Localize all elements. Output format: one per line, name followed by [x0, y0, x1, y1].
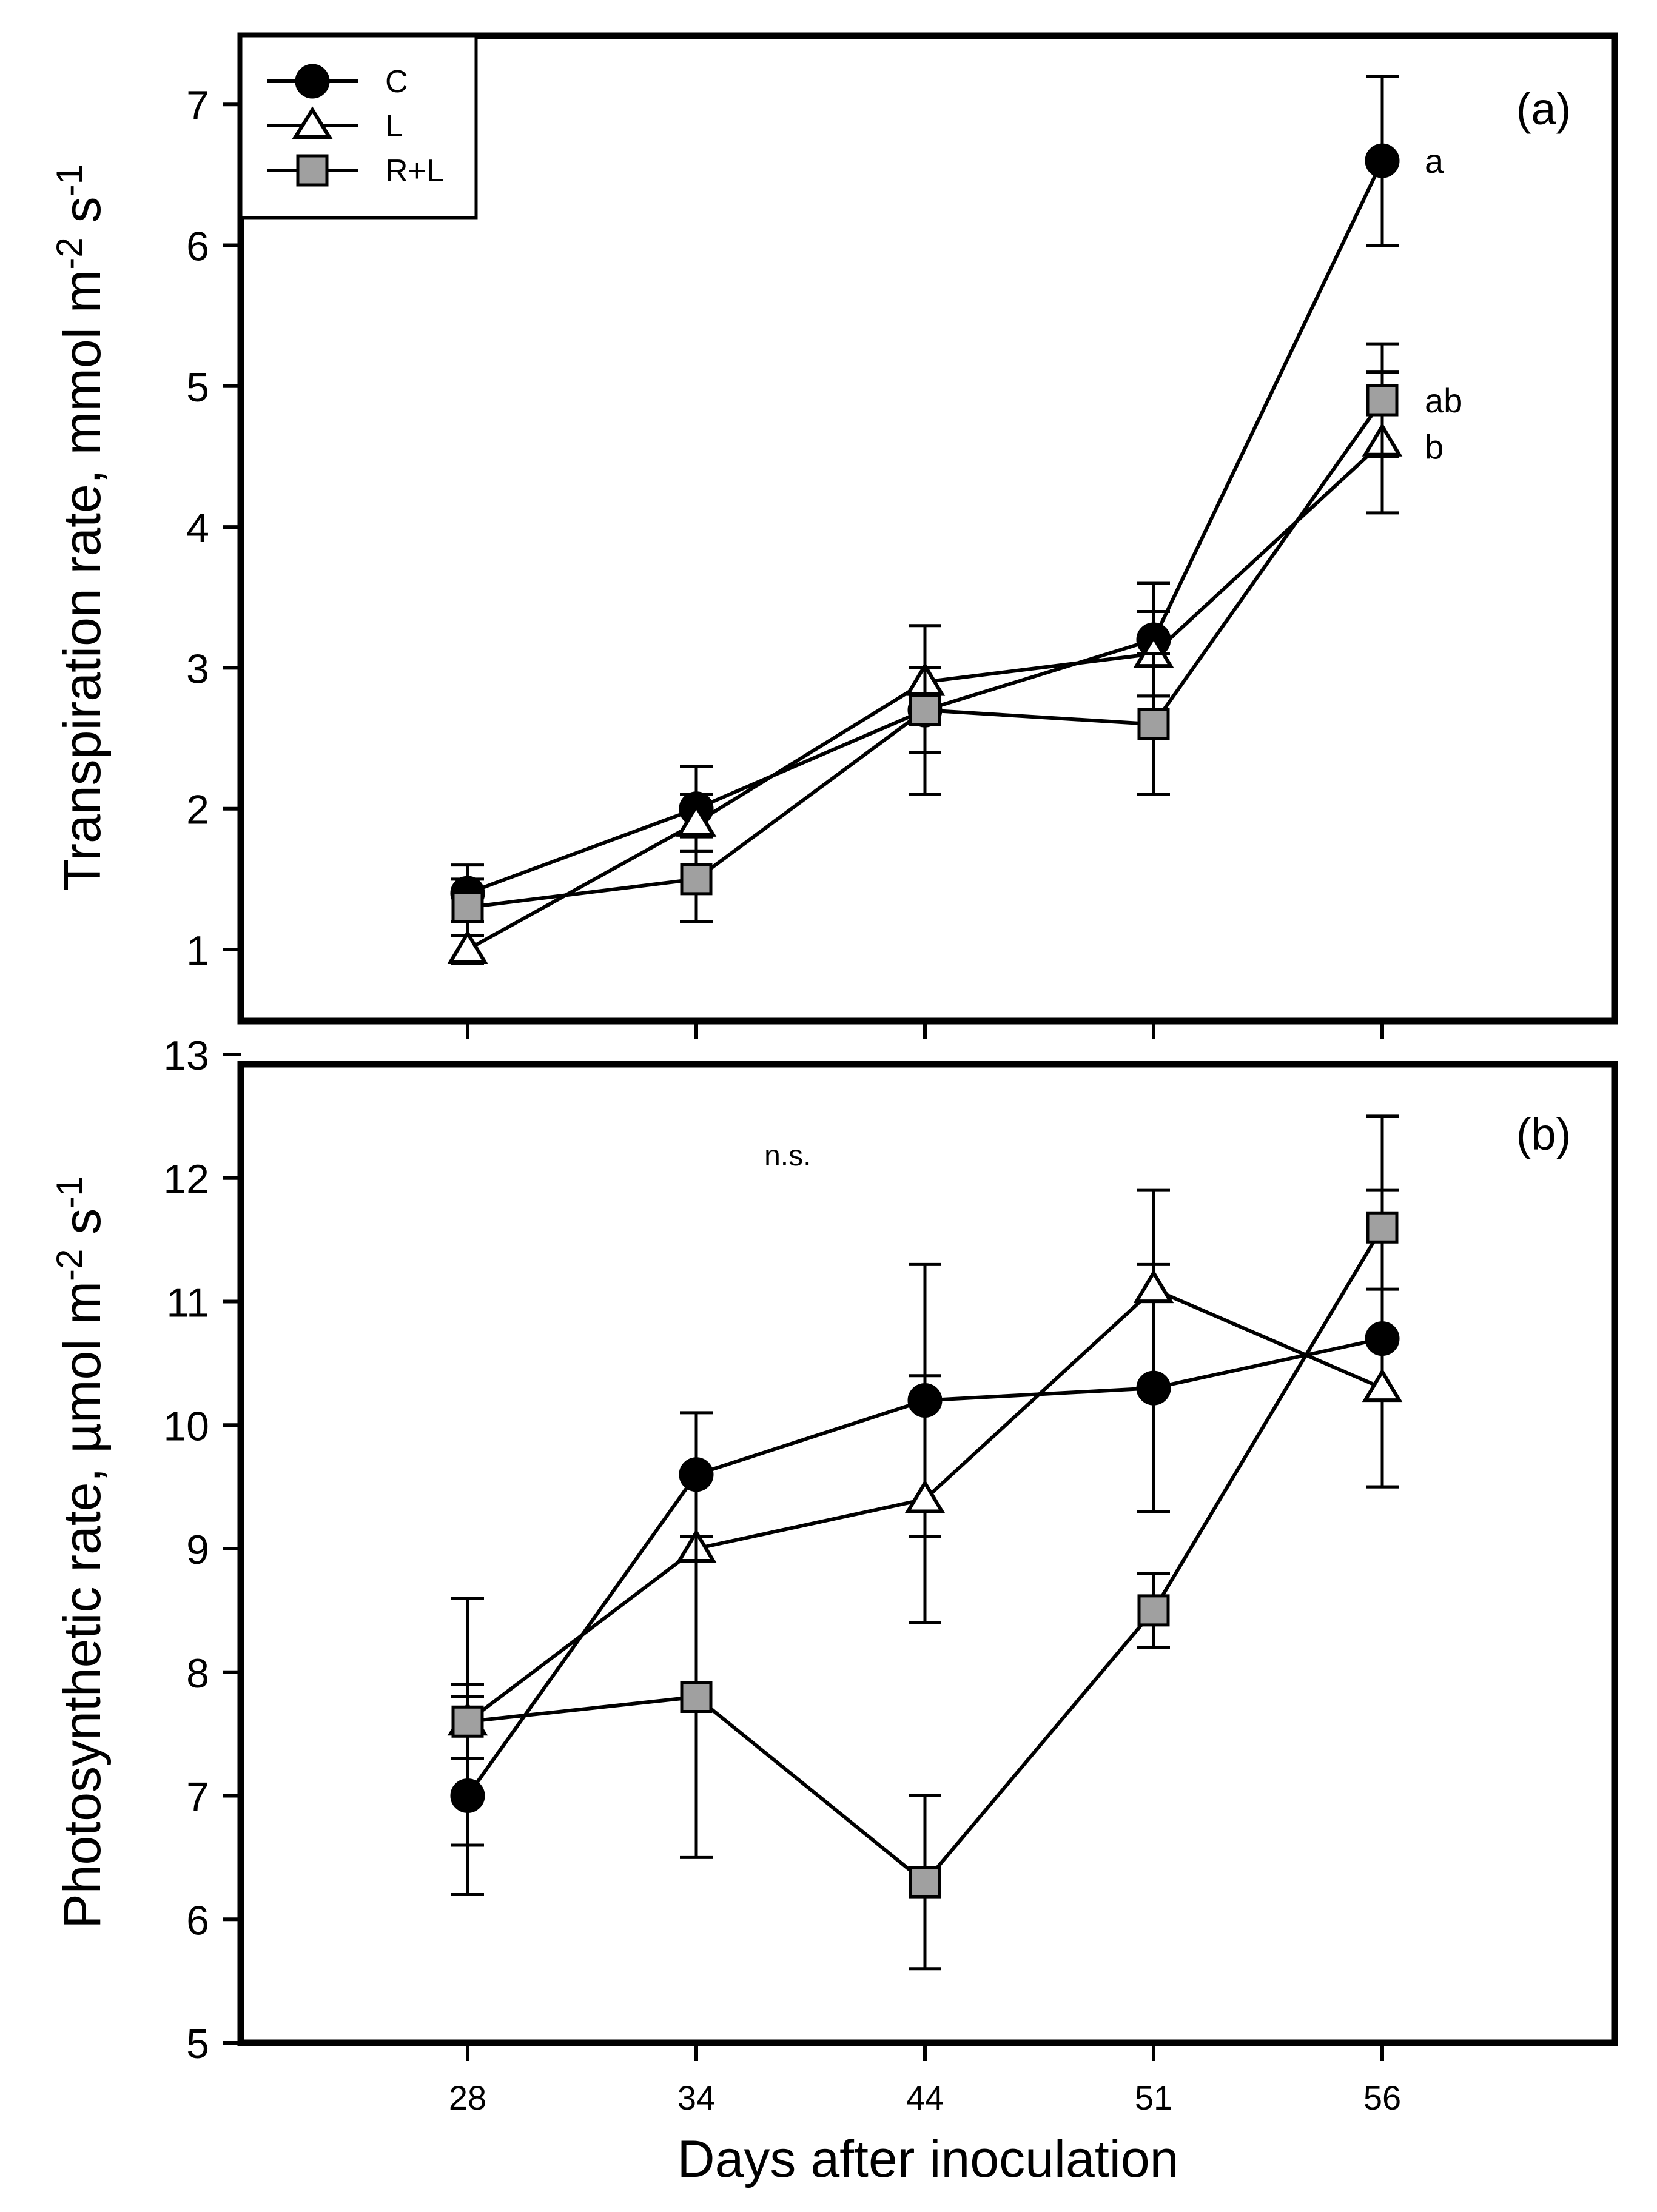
- x-tick-label-44: 44: [906, 2079, 944, 2117]
- panel-b-ylabel-mid: s: [53, 1208, 112, 1249]
- panel-b-label: (b): [1516, 1109, 1571, 1159]
- panel-b-y-tick-label-7: 7: [186, 1774, 209, 1820]
- panel-a-x-ticks: [466, 1021, 1384, 1039]
- panel-b-x-ticks: 28 34 44 51 56: [449, 2043, 1401, 2117]
- panel-b-series-rl: [451, 1114, 1399, 1971]
- panel-a-y-ticks: 1 2 3 4 5 6 7: [186, 82, 241, 974]
- panel-a-annotations: a ab b: [1425, 142, 1462, 466]
- panel-b-y-tick-label-5: 5: [186, 2021, 209, 2067]
- panel-b-y-tick-label-8: 8: [186, 1651, 209, 1697]
- panel-b-y-tick-label-10: 10: [163, 1403, 209, 1449]
- x-tick-label-56: 56: [1363, 2079, 1401, 2117]
- panel-b-point-rl-34: [680, 1681, 713, 1713]
- panel-b-ylabel-text: Photosynthetic rate, µmol m: [53, 1281, 112, 1929]
- panel-a-y-tick-label-6: 6: [186, 224, 209, 270]
- legend-label-l: L: [385, 109, 403, 144]
- panel-a-series: [447, 75, 1403, 965]
- panel-a: 1 2 3 4 5 6 7 a ab b (a) Transpiration rate, mmo…: [49, 32, 1618, 1039]
- panel-a-point-l-28: [447, 930, 488, 964]
- panel-b-frame: [237, 1061, 1618, 2046]
- x-tick-label-28: 28: [449, 2079, 486, 2117]
- panel-b-y-tick-label-6: 6: [186, 1897, 209, 1943]
- panel-a-label: (a): [1516, 84, 1571, 134]
- panel-b-point-rl-56: [1366, 1211, 1399, 1244]
- panel-b-point-l-56: [1362, 1368, 1403, 1403]
- panel-a-ylabel-sup1: -2: [49, 237, 90, 269]
- panel-a-y-tick-label-2: 2: [186, 787, 209, 833]
- panel-a-y-tick-label-3: 3: [186, 646, 209, 692]
- legend-label-rl: R+L: [385, 153, 444, 189]
- legend-entry-rl: R+L: [267, 153, 444, 189]
- panel-b-point-l-44: [904, 1479, 946, 1513]
- legend-marker-l: [292, 106, 333, 139]
- panel-a-annotation-1: ab: [1425, 381, 1462, 420]
- panel-b-point-rl-44: [909, 1866, 941, 1899]
- panel-a-point-rl-51: [1137, 708, 1170, 740]
- panel-a-ylabel-sup2: -1: [49, 164, 90, 196]
- legend: C L R+L: [239, 34, 478, 220]
- panel-a-ylabel-text: Transpiration rate, mmol m: [53, 270, 112, 891]
- panel-a-series-rl: [451, 342, 1399, 937]
- panel-b-annotations: n.s.: [764, 1140, 811, 1172]
- panel-a-point-rl-56: [1366, 384, 1399, 417]
- panel-a-ylabel-mid: s: [53, 196, 112, 237]
- panel-b-series: [447, 1114, 1403, 1971]
- legend-entry-l: L: [267, 106, 403, 144]
- x-axis-label: Days after inoculation: [677, 2130, 1179, 2188]
- legend-marker-rl: [296, 154, 329, 187]
- panel-b-point-c-34: [679, 1457, 714, 1492]
- panel-a-y-tick-label-4: 4: [186, 505, 209, 551]
- panel-b-y-tick-label-11: 11: [166, 1280, 209, 1326]
- legend-label-c: C: [385, 64, 408, 99]
- panel-a-y-tick-label-5: 5: [186, 364, 209, 411]
- panel-a-point-rl-28: [451, 891, 484, 923]
- panel-a-annotation-2: b: [1425, 428, 1444, 466]
- panel-b-ylabel: Photosynthetic rate, µmol m-2 s-1: [49, 1176, 112, 1928]
- panel-b-point-l-51: [1133, 1269, 1174, 1304]
- panel-b-y-tick-label-13: 13: [163, 1033, 209, 1079]
- x-tick-label-34: 34: [677, 2079, 715, 2117]
- panel-b-y-tick-label-12: 12: [163, 1156, 209, 1202]
- panel-a-y-tick-label-1: 1: [186, 928, 209, 974]
- panel-b-ylabel-sup1: -2: [49, 1249, 90, 1281]
- panel-a-y-tick-label-7: 7: [186, 82, 209, 129]
- panel-a-point-l-34: [676, 803, 717, 837]
- legend-entry-c: C: [267, 64, 408, 99]
- panel-b-point-rl-28: [451, 1705, 484, 1738]
- panel-a-series-c: [450, 75, 1400, 923]
- legend-marker-c: [295, 64, 330, 99]
- panel-a-point-c-56: [1365, 143, 1400, 178]
- panel-a-point-rl-44: [909, 694, 941, 726]
- panel-b-y-tick-label-9: 9: [186, 1527, 209, 1573]
- panel-a-annotation-0: a: [1425, 142, 1444, 180]
- panel-b-point-rl-51: [1137, 1594, 1170, 1627]
- panel-b-y-ticks: 5 6 7 8 9 10 11 12 13: [163, 1033, 241, 2067]
- panel-a-ylabel: Transpiration rate, mmol m-2 s-1: [49, 164, 112, 891]
- panel-b-annotation-0: n.s.: [764, 1140, 811, 1172]
- x-tick-label-51: 51: [1135, 2079, 1172, 2117]
- panel-b-ylabel-sup2: -1: [49, 1176, 90, 1208]
- panel-a-point-rl-34: [680, 863, 713, 896]
